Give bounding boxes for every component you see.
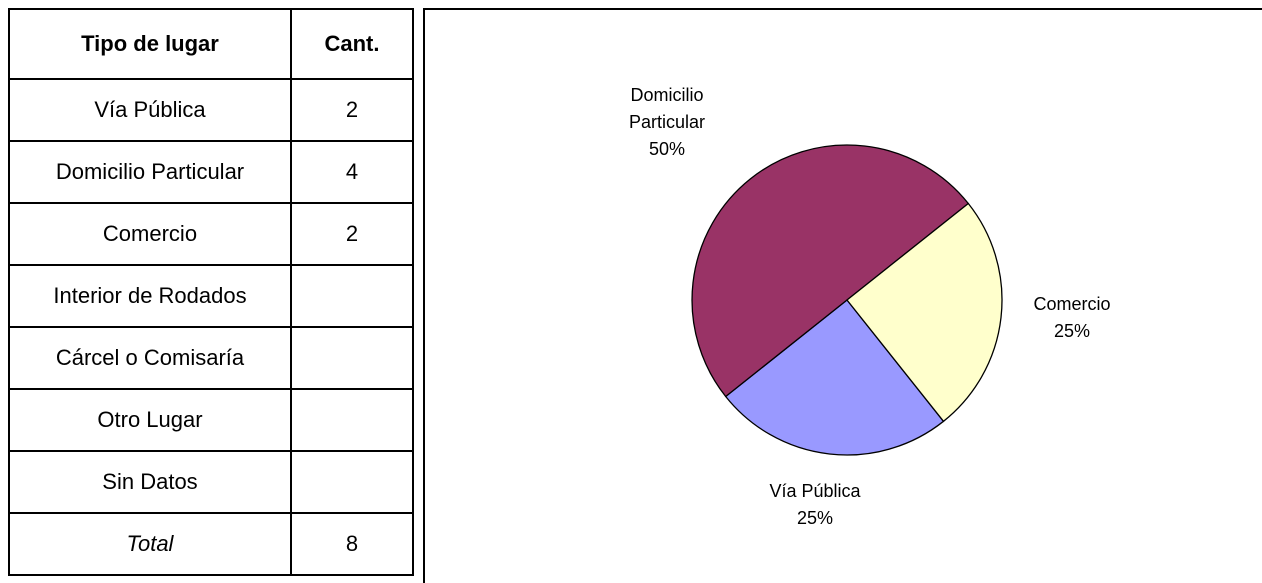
place-cell: Comercio <box>8 202 292 266</box>
slice-name: Domicilio Particular <box>628 85 706 132</box>
table-row: Sin Datos <box>8 450 414 514</box>
place-cell: Otro Lugar <box>8 388 292 452</box>
table-row: Cárcel o Comisaría <box>8 326 414 390</box>
count-cell <box>290 388 414 452</box>
pie-slice <box>724 299 945 456</box>
pie-slice <box>846 202 1003 423</box>
total-row: Total 8 <box>8 512 414 576</box>
count-cell <box>290 264 414 328</box>
header-cell: Tipo de lugar <box>8 8 292 80</box>
slice-label: Domicilio Particular 50% <box>607 82 727 163</box>
slice-percent: 25% <box>1053 321 1091 341</box>
slice-name: Comercio <box>1033 294 1111 314</box>
slice-name: Vía Pública <box>769 481 861 501</box>
table-row: Otro Lugar <box>8 388 414 452</box>
table-row: Domicilio Particular 4 <box>8 140 414 204</box>
count-cell: 4 <box>290 140 414 204</box>
place-cell: Cárcel o Comisaría <box>8 326 292 390</box>
pie-chart <box>691 144 1003 456</box>
place-cell: Vía Pública <box>8 78 292 142</box>
count-cell <box>290 326 414 390</box>
count-cell: 2 <box>290 202 414 266</box>
place-cell: Sin Datos <box>8 450 292 514</box>
chart-frame: Vía Pública 25% Domicilio Particular 50% Com… <box>423 8 1262 583</box>
place-cell: Total <box>8 512 292 576</box>
count-cell: 2 <box>290 78 414 142</box>
place-cell: Interior de Rodados <box>8 264 292 328</box>
header-cell: Cant. <box>290 8 414 80</box>
slice-label: Vía Pública 25% <box>755 478 875 532</box>
table-row: Interior de Rodados <box>8 264 414 328</box>
place-cell: Domicilio Particular <box>8 140 292 204</box>
slice-percent: 25% <box>796 508 834 528</box>
table-row: Comercio 2 <box>8 202 414 266</box>
table-row: Vía Pública 2 <box>8 78 414 142</box>
pie-slice <box>691 144 970 398</box>
data-table: Tipo de lugar Cant. Vía Pública 2 Domicilio … <box>8 8 414 576</box>
count-cell: 8 <box>290 512 414 576</box>
count-cell <box>290 450 414 514</box>
header-row: Tipo de lugar Cant. <box>8 8 414 80</box>
slice-percent: 50% <box>648 139 686 159</box>
slice-label: Comercio 25% <box>1012 291 1132 345</box>
